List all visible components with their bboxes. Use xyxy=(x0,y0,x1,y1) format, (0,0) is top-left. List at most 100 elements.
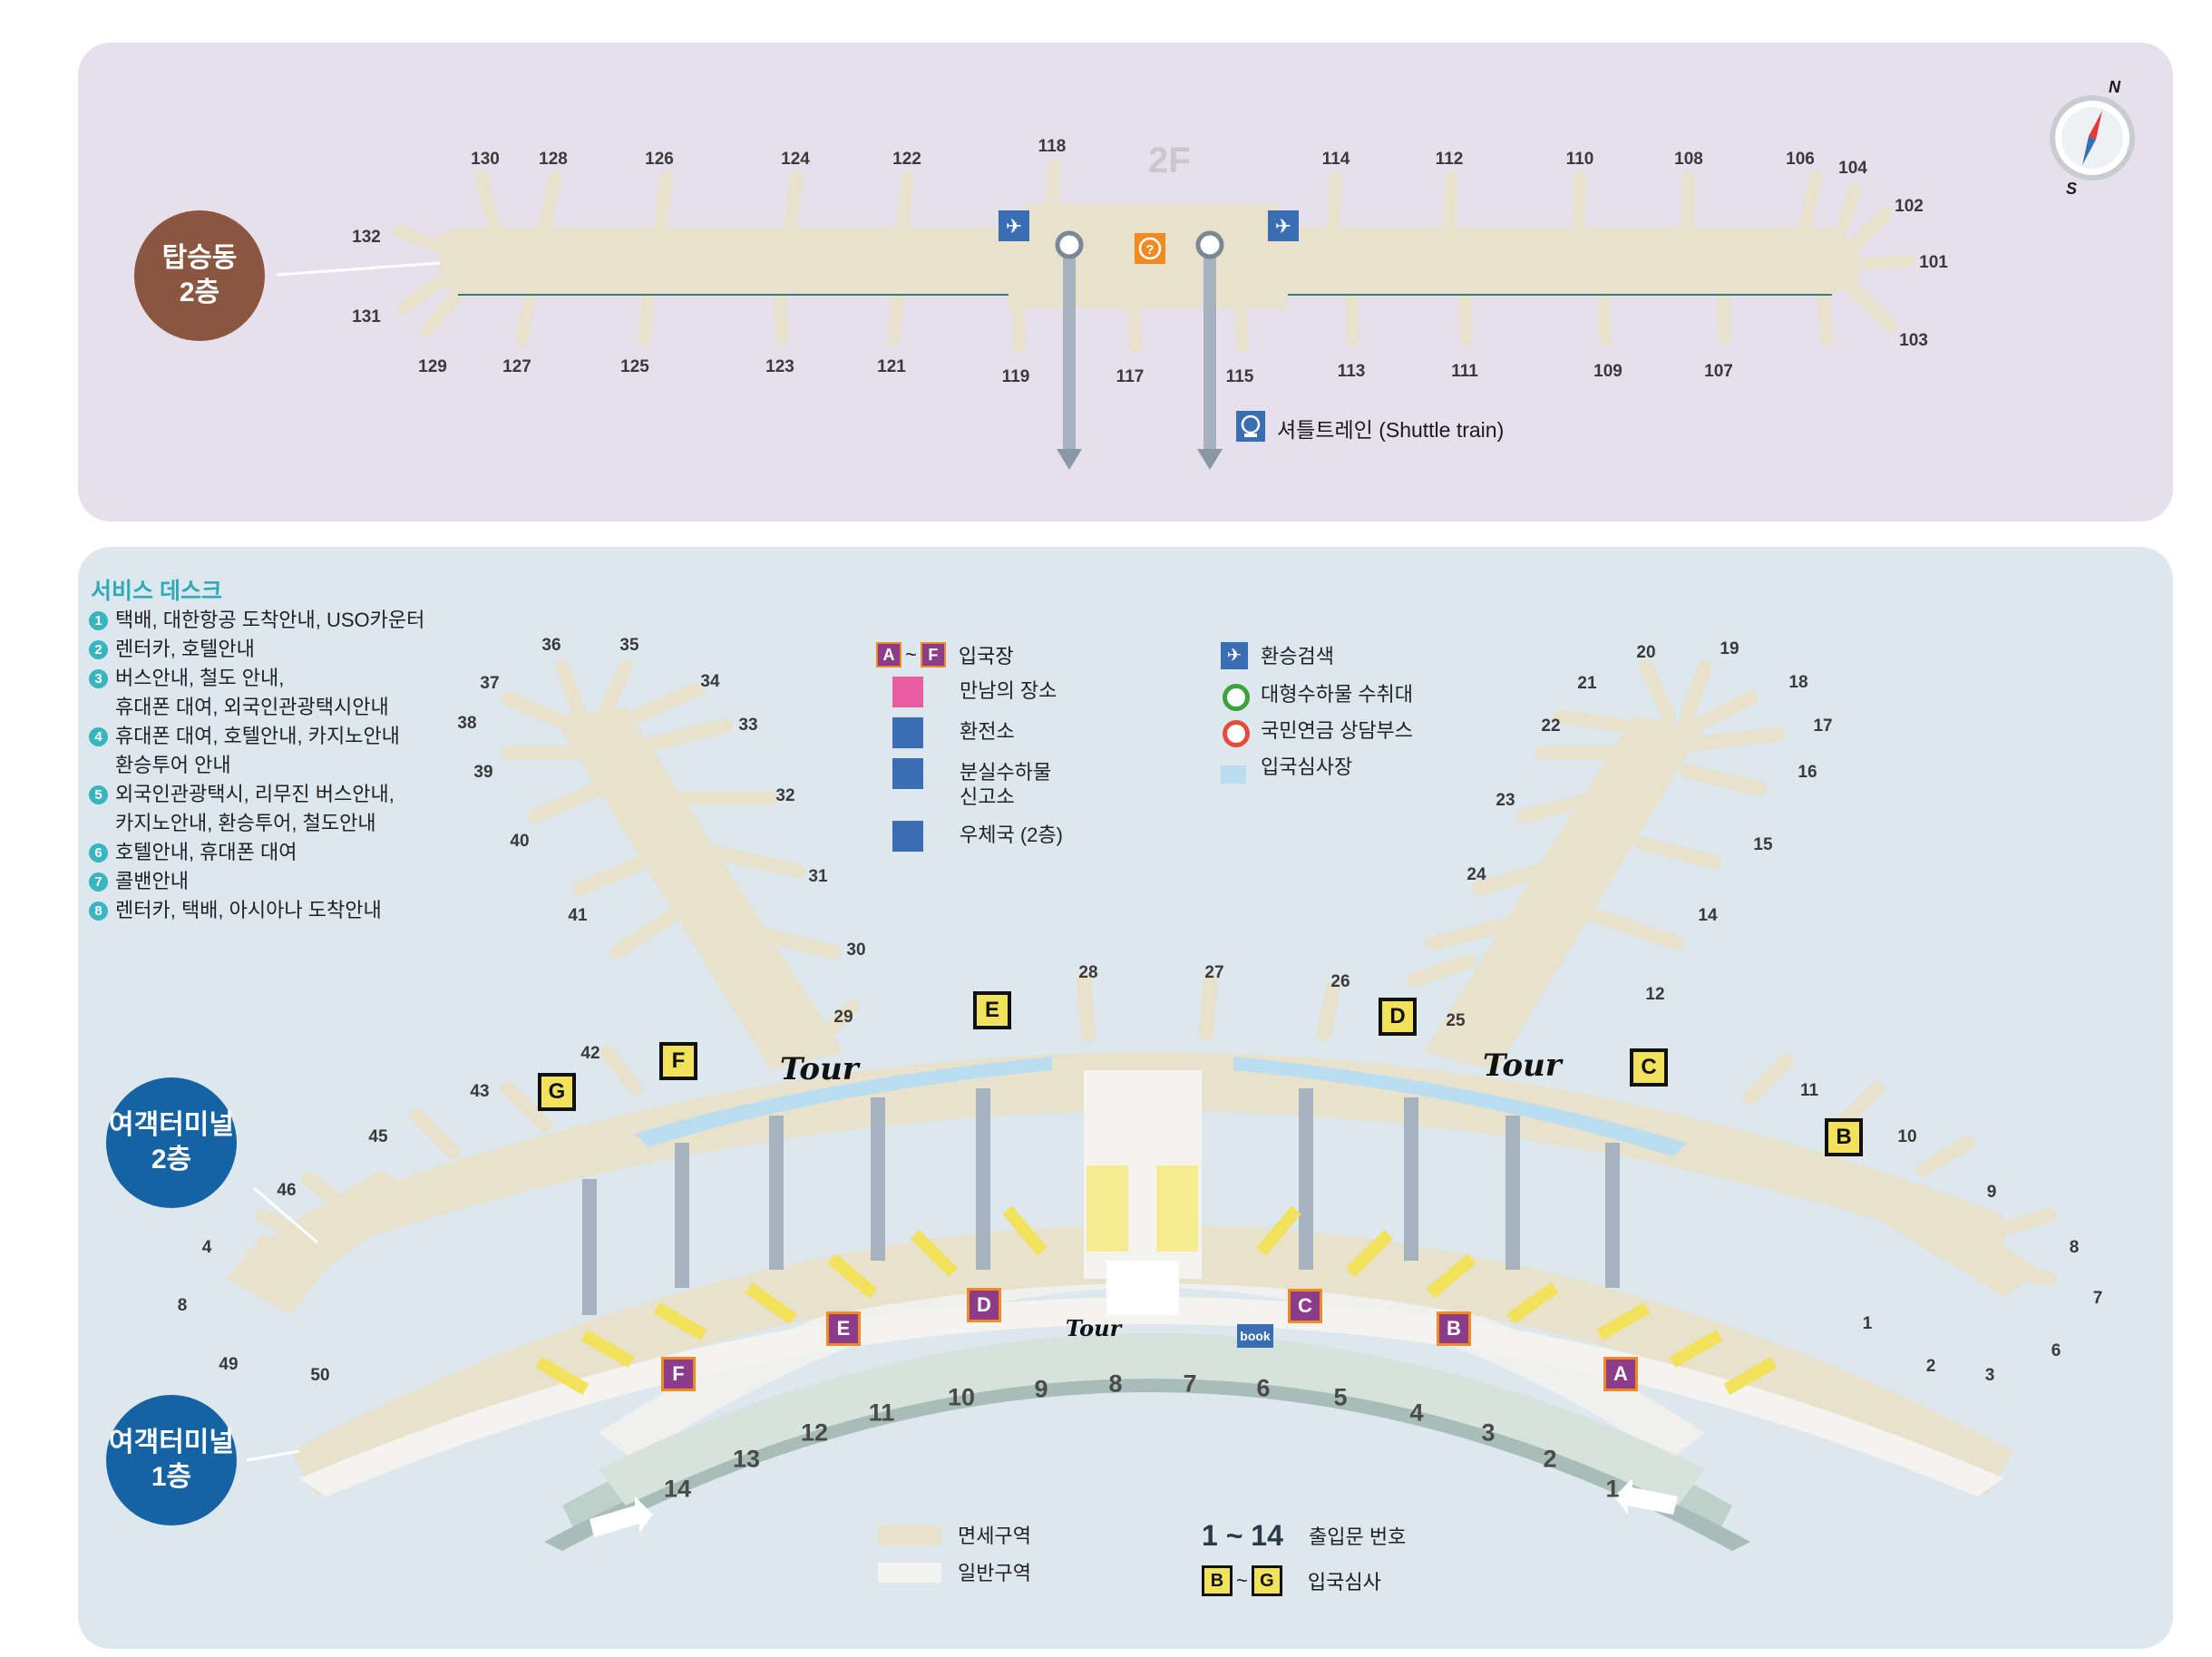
legend-immigration: B ~ G 입국심사 xyxy=(1202,1565,1381,1596)
terminal-gate-label: 23 xyxy=(1496,791,1515,810)
terminal-gate-label: 7 xyxy=(2092,1289,2103,1308)
service-desk-text: 호텔안내, 휴대폰 대여 xyxy=(115,841,297,863)
service-desk-text: 렌터카, 택배, 아시아나 도착안내 xyxy=(115,899,382,921)
terminal-gate-label: 45 xyxy=(368,1127,388,1146)
terminal-1f-label-line2: 1층 xyxy=(151,1462,192,1492)
terminal-gate-label: 17 xyxy=(1813,716,1833,736)
service-desk-text: 렌터카, 호텔안내 xyxy=(115,638,255,660)
concourse-gate-label: 103 xyxy=(1899,331,1928,350)
entrance-band xyxy=(599,1333,1705,1506)
arrow-right-1 xyxy=(1614,1478,1678,1515)
shuttle-train-icon xyxy=(1236,411,1265,442)
terminal-gate-label: 19 xyxy=(1720,639,1739,658)
terminal-gate-label: 26 xyxy=(1330,972,1350,991)
terminal-gate-label: 38 xyxy=(457,714,477,733)
floor-2f-label: 2F xyxy=(1148,141,1191,180)
transfer-icon-concourse-left: ✈ xyxy=(999,210,1029,241)
service-desk-number: 6 xyxy=(89,843,108,863)
immigration-badge: F xyxy=(659,1042,697,1080)
terminal-gate-label: 20 xyxy=(1636,643,1656,662)
service-desk-item: 3 버스안내, 철도 안내, 휴대폰 대여, 외국인관광택시안내 xyxy=(89,664,424,722)
terminal-gate-label: 35 xyxy=(619,636,639,655)
concourse-gate-label: 132 xyxy=(352,228,381,247)
service-desk-item: 8 렌터카, 택배, 아시아나 도착안내 xyxy=(89,896,424,925)
service-desk-number: 2 xyxy=(89,640,108,659)
terminal-gate-label: 22 xyxy=(1541,716,1561,736)
entrance-number: 9 xyxy=(1034,1375,1048,1403)
terminal-gate-label: 37 xyxy=(480,674,500,693)
concourse-gate-label: 130 xyxy=(471,150,500,169)
immig-badge-sep: ~ xyxy=(1236,1569,1248,1592)
post-office-text: 우체국 (2층) xyxy=(960,824,1063,846)
service-desk-number: 3 xyxy=(89,669,108,688)
immigration-area-text: 입국심사장 xyxy=(1261,755,1353,778)
terminal-2f-label-line1: 여객터미널 xyxy=(109,1110,234,1140)
immigration-label-text: 입국심사 xyxy=(1307,1571,1381,1594)
service-desk-item: 5 외국인관광택시, 리무진 버스안내, 카지노안내, 환승투어, 철도안내 xyxy=(89,780,424,838)
entrance-number: 6 xyxy=(1256,1374,1271,1402)
terminal-gate-label: 8 xyxy=(2069,1238,2080,1257)
arrow-left-1 xyxy=(590,1496,653,1537)
service-desk-text: 콜밴안내 xyxy=(115,870,189,892)
immig-badge-b: B xyxy=(1202,1565,1233,1596)
concourse-gate-label: 106 xyxy=(1786,150,1815,169)
concourse-gate-label: 101 xyxy=(1919,253,1948,272)
concourse-gate-label: 125 xyxy=(620,357,649,376)
entrance-number: 3 xyxy=(1481,1418,1496,1447)
terminal-gate-label: 14 xyxy=(1698,906,1718,925)
general-area-text: 일반구역 xyxy=(958,1562,1031,1584)
immigration-badge: B xyxy=(1825,1118,1863,1156)
terminal-gate-label: 29 xyxy=(833,1008,853,1027)
terminal-gate-label: 1 xyxy=(1862,1314,1873,1333)
concourse-gate-label: 109 xyxy=(1593,362,1622,381)
terminal-gate-label: 25 xyxy=(1446,1011,1466,1030)
pension-booth-text: 국민연금 상담부스 xyxy=(1261,719,1414,742)
info-icon-concourse: ? xyxy=(1135,233,1165,264)
service-desk-item: 1 택배, 대한항공 도착안내, USO카운터 xyxy=(89,606,424,635)
terminal-2f-label-line2: 2층 xyxy=(151,1145,192,1175)
concourse-piers xyxy=(393,160,1915,353)
terminal-gate-label: 39 xyxy=(473,763,493,782)
terminal-gate-label: 33 xyxy=(738,716,758,735)
service-desk-number: 5 xyxy=(89,785,108,804)
immigration-badge: D xyxy=(1379,998,1417,1036)
arrival-hall-1f xyxy=(290,1224,2013,1496)
terminal-gate-label: 16 xyxy=(1798,763,1817,782)
service-desk-text: 택배, 대한항공 도착안내, USO카운터 xyxy=(115,609,425,631)
lost-found-line1: 분실수하물 xyxy=(960,761,1052,784)
terminal-gate-label: 9 xyxy=(1986,1183,1997,1202)
entrance-number: 11 xyxy=(868,1399,895,1427)
service-desk-text: 버스안내, 철도 안내, 휴대폰 대여, 외국인관광택시안내 xyxy=(115,667,389,718)
immig-badge-g: G xyxy=(1251,1565,1282,1596)
terminal-gate-label: 12 xyxy=(1645,985,1665,1004)
terminal-gate-label: 8 xyxy=(177,1296,188,1315)
terminal-1f-label: 여객터미널 1층 xyxy=(106,1395,237,1525)
terminal-gate-label: 2 xyxy=(1925,1357,1936,1376)
concourse-gate-label: 114 xyxy=(1321,150,1350,169)
concourse-gate-label: 127 xyxy=(502,357,531,376)
arrival-hall-badge: D xyxy=(967,1288,1001,1322)
service-desk-text: 외국인관광택시, 리무진 버스안내, 카지노안내, 환승투어, 철도안내 xyxy=(115,783,395,834)
shuttle-legend-text: 셔틀트레인 (Shuttle train) xyxy=(1277,418,1505,442)
entrance-number: 13 xyxy=(732,1445,761,1473)
terminal-gate-label: 30 xyxy=(846,941,866,960)
service-desk-item: 2 렌터카, 호텔안내 xyxy=(89,635,424,664)
terminal-gate-label: 24 xyxy=(1467,865,1486,884)
arrival-badge-a: A xyxy=(876,642,901,668)
terminal-gate-label: 18 xyxy=(1788,673,1808,692)
lost-found-line2: 신고소 xyxy=(960,785,1015,808)
label-line-2f xyxy=(253,1186,318,1244)
main-concourse-2f xyxy=(299,1052,2004,1261)
concourse-gate-label: 126 xyxy=(645,150,674,169)
svg-text:✈: ✈ xyxy=(1275,215,1291,238)
concourse-gate-label: 129 xyxy=(418,357,447,376)
service-desk-number: 8 xyxy=(89,902,108,921)
entrance-range: 1 ~ 14 xyxy=(1202,1519,1283,1552)
terminal-gate-label: 28 xyxy=(1078,963,1098,982)
pension-booth-icon xyxy=(1223,720,1250,747)
service-desk-number: 1 xyxy=(89,611,108,630)
lost-found-text: 분실수하물 신고소 xyxy=(960,760,1051,809)
service-desk-list: 1 택배, 대한항공 도착안내, USO카운터 2 렌터카, 호텔안내 3 버스안내, 철… xyxy=(89,606,424,925)
pier-right xyxy=(1424,716,1705,1070)
concourse-gate-label: 118 xyxy=(1038,137,1067,156)
